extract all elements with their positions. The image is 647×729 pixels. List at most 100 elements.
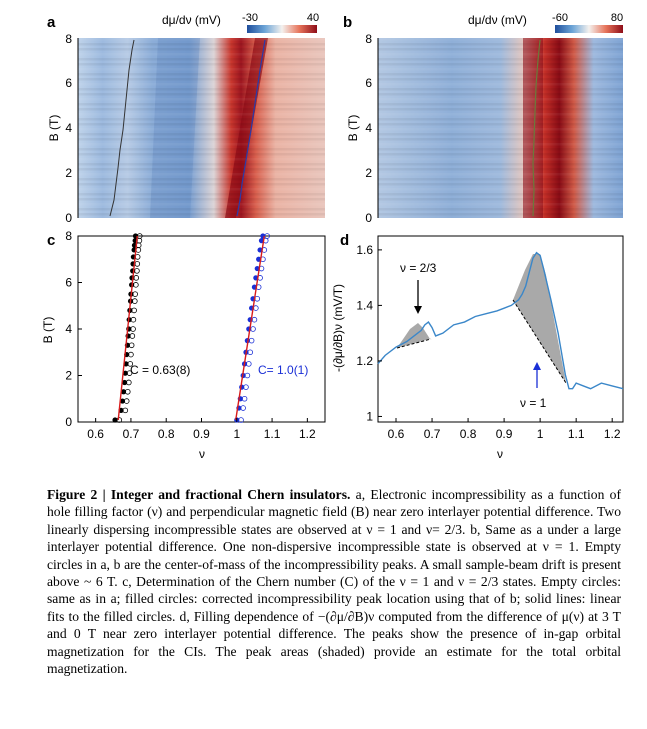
ytick-label-c: 6 — [65, 276, 72, 290]
scatter-point-c-empty-0 — [122, 407, 129, 414]
colorbar-a — [247, 25, 317, 33]
scatter-point-c-empty-0 — [131, 307, 137, 314]
heatmap-texture-row — [378, 93, 623, 96]
heatmap-texture-row — [78, 188, 325, 191]
heatmap-texture-row — [78, 173, 325, 176]
panel-letter-b: b — [343, 14, 353, 31]
axis-a: 0 2 4 6 8 B (T) — [47, 32, 79, 225]
panel-letter-a: a — [47, 14, 56, 31]
heatmap-a — [78, 38, 325, 218]
axis-c: 0.6 0.7 0.8 0.9 1 1.1 1.2 0 2 4 6 8 — [65, 229, 316, 441]
heatmap-texture-row — [78, 118, 325, 121]
xtick-label-d: 0.7 — [424, 427, 441, 441]
xtick-label-d: 0.9 — [496, 427, 513, 441]
scatter-point-c-empty-0 — [128, 351, 134, 358]
axis-b: 0 2 4 6 8 B (T) — [346, 32, 379, 225]
scatter-point-c-empty-1 — [250, 326, 256, 332]
ytick-a-8: 8 — [65, 32, 72, 46]
scatter-point-c-empty-1 — [240, 405, 246, 411]
scatter-point-c-empty-0 — [126, 379, 132, 386]
heatmap-texture-row — [378, 108, 623, 111]
heatmap-texture-row — [378, 203, 623, 206]
scatter-point-c-empty-1 — [238, 417, 244, 423]
heatmap-texture-row — [78, 168, 325, 171]
scatter-point-c-empty-0 — [134, 268, 140, 274]
scatter-point-c-empty-0 — [129, 333, 136, 339]
heatmap-texture-row — [78, 88, 325, 91]
xtick-label-c: 1.1 — [264, 427, 281, 441]
heatmap-texture-row — [378, 173, 623, 176]
heatmap-texture-row — [78, 148, 325, 151]
panel-d: ν = 2/3 ν = 1 0.6 0.7 0.8 0.9 1 1.1 1.2 1 1.2 1.4… — [331, 235, 624, 461]
xtick-label-d: 1 — [537, 427, 544, 441]
scatter-point-c-0 — [120, 389, 127, 395]
ytick-a-6: 6 — [65, 76, 72, 90]
heatmap-texture-row — [78, 83, 325, 86]
heatmap-texture-row — [378, 73, 623, 76]
annotation-c-left: C = 0.63(8) — [130, 363, 190, 377]
xlabel-d: ν — [497, 447, 503, 461]
scatter-point-c-empty-0 — [128, 342, 135, 349]
caption-title: Figure 2 | Integer and fractional Chern … — [47, 487, 351, 502]
ylabel-a: B (T) — [47, 115, 61, 142]
heatmap-texture-row — [378, 178, 623, 181]
ytick-label-c: 4 — [65, 322, 72, 336]
ytick-label-c: 2 — [65, 369, 72, 383]
heatmap-texture-row — [378, 158, 623, 161]
heatmap-texture-row — [78, 178, 325, 181]
scatter-point-c-empty-1 — [243, 384, 249, 390]
scatter-point-c-empty-1 — [248, 337, 255, 344]
heatmap-texture-row — [378, 208, 623, 211]
annotation-c-right: C= 1.0(1) — [258, 363, 308, 377]
peak-trace-b — [532, 39, 541, 217]
caption-body: a, Electronic incompressibility as a fun… — [47, 487, 621, 677]
scatter-point-c-empty-1 — [241, 395, 248, 402]
heatmap-texture-row — [78, 48, 325, 51]
ytick-b-2: 2 — [365, 166, 372, 180]
arrow-two-thirds-head — [414, 306, 422, 314]
scatter-point-c-0 — [112, 417, 118, 423]
heatmap-texture-row — [78, 158, 325, 161]
line-series-d — [377, 251, 624, 390]
scatter-point-c-0 — [119, 398, 126, 404]
heatmap-texture-row — [78, 68, 325, 71]
heatmap-texture-row — [78, 103, 325, 106]
scatter-point-c-empty-0 — [116, 417, 123, 423]
heatmap-texture-row — [378, 88, 623, 91]
scatter-point-c-0 — [122, 370, 128, 376]
heatmap-texture-row — [378, 43, 623, 46]
scatter-point-c-empty-0 — [130, 326, 136, 332]
heatmap-texture-row — [78, 53, 325, 56]
heatmap-texture-row — [378, 188, 623, 191]
scatter-point-c-empty-0 — [133, 275, 140, 281]
heatmap-texture-row — [78, 138, 325, 141]
xtick-label-d: 0.6 — [388, 427, 405, 441]
xtick-label-c: 0.6 — [87, 427, 104, 441]
heatmap-texture-row — [378, 183, 623, 186]
peak-trace-a-right — [236, 39, 266, 217]
heatmap-texture-row — [378, 38, 623, 41]
heatmap-texture-row — [378, 103, 623, 106]
heatmap-texture-row — [378, 143, 623, 146]
heatmap-texture-row — [378, 113, 623, 116]
ylabel-d: -(∂μ/∂B)ν (mV/T) — [331, 284, 345, 372]
heatmap-texture-row — [78, 78, 325, 81]
xtick-label-d: 1.2 — [604, 427, 621, 441]
scatter-point-c-empty-1 — [245, 361, 252, 367]
heatmap-texture-row — [378, 98, 623, 101]
xtick-label-c: 1 — [233, 427, 240, 441]
ytick-a-0: 0 — [65, 211, 72, 225]
scatter-point-c-empty-0 — [127, 361, 134, 367]
heatmap-b — [378, 38, 623, 218]
heatmap-texture-row — [78, 63, 325, 66]
colorbar-a-label: dμ/dν (mV) — [162, 13, 221, 27]
plot-area-d — [377, 251, 624, 390]
ytick-label-c: 8 — [65, 229, 72, 243]
xtick-label-c: 0.8 — [158, 427, 175, 441]
scatter-point-c-empty-0 — [136, 233, 143, 239]
heatmap-texture-row — [378, 198, 623, 201]
heatmap-texture-row — [378, 58, 623, 61]
figure-svg: dμ/dν (mV) -30 40 0 2 4 6 8 B (T) dμ/dν … — [41, 12, 624, 461]
heatmap-texture-row — [378, 138, 623, 141]
heatmap-texture-row — [78, 113, 325, 116]
